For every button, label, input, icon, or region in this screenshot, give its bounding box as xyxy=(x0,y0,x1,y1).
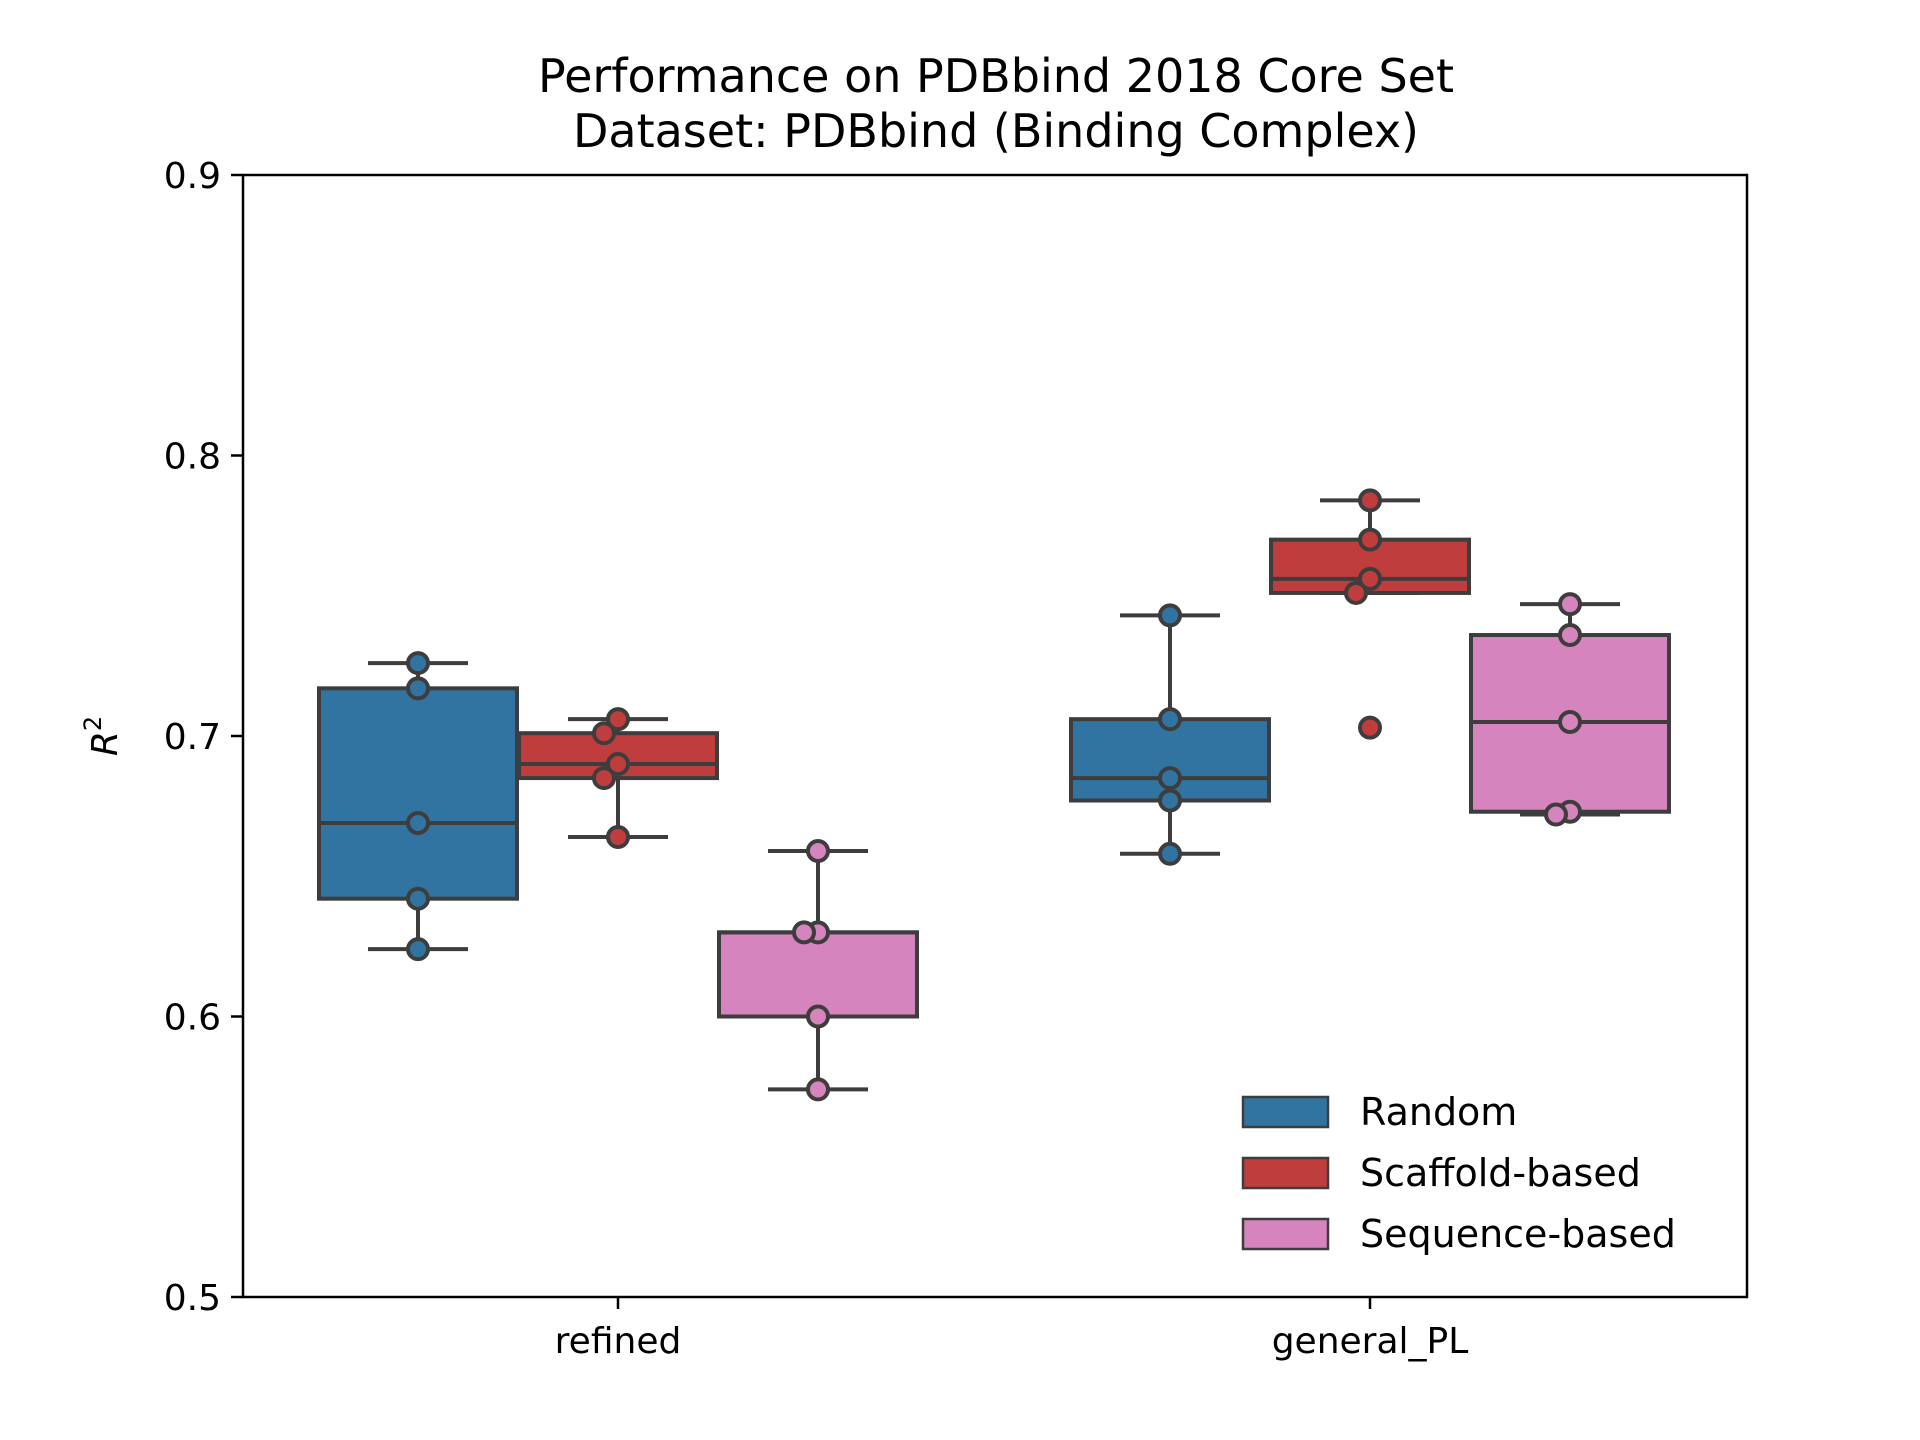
y-axis-label-base: R xyxy=(85,731,126,756)
box-scaffold-based-refined xyxy=(517,707,719,849)
data-point xyxy=(1158,766,1182,791)
data-point xyxy=(806,1077,830,1102)
y-axis-label-superscript: 2 xyxy=(79,716,107,731)
data-point xyxy=(1158,603,1182,628)
box-sequence-based-general_pl xyxy=(1469,592,1671,827)
data-point xyxy=(1358,488,1382,513)
box-sequence-based-refined xyxy=(717,839,919,1102)
legend-label: Scaffold-based xyxy=(1360,1151,1641,1195)
y-axis-label: R2 xyxy=(79,716,126,756)
data-point xyxy=(792,920,816,945)
data-point xyxy=(606,707,630,732)
x-tick-label: refined xyxy=(555,1321,682,1362)
y-tick-label: 0.6 xyxy=(164,998,221,1039)
legend-label: Random xyxy=(1360,1090,1517,1134)
y-tick-label: 0.5 xyxy=(164,1278,221,1319)
legend-swatch xyxy=(1241,1095,1330,1129)
y-tick-label: 0.9 xyxy=(164,156,221,197)
data-point xyxy=(592,766,616,791)
plot-area xyxy=(317,488,1671,1102)
data-point xyxy=(606,824,630,849)
data-point xyxy=(1158,707,1182,732)
data-point xyxy=(1558,709,1582,734)
data-point xyxy=(1358,566,1382,591)
data-point xyxy=(1544,802,1568,827)
box-scaffold-based-general_pl xyxy=(1269,488,1471,740)
data-point xyxy=(1558,592,1582,617)
y-axis: 0.5 0.6 0.7 0.8 0.9 xyxy=(164,156,243,1319)
x-axis: refined general_PL xyxy=(555,1297,1469,1362)
data-point xyxy=(606,752,630,777)
data-point xyxy=(406,810,430,835)
data-point xyxy=(406,651,430,676)
iqr-box xyxy=(317,686,519,901)
legend: Random Scaffold-based Sequence-based xyxy=(1241,1090,1676,1256)
legend-label: Sequence-based xyxy=(1360,1212,1676,1256)
data-point xyxy=(806,1004,830,1029)
data-point xyxy=(406,937,430,962)
data-point xyxy=(1158,841,1182,866)
data-point xyxy=(806,839,830,864)
data-point xyxy=(406,676,430,701)
data-point xyxy=(592,721,616,746)
data-point xyxy=(1358,715,1382,740)
iqr-box xyxy=(717,930,919,1019)
legend-swatch xyxy=(1241,1217,1330,1251)
y-tick-label: 0.8 xyxy=(164,437,221,478)
legend-swatch xyxy=(1241,1156,1330,1190)
box-random-general_pl xyxy=(1069,603,1271,866)
x-tick-label: general_PL xyxy=(1272,1321,1469,1362)
data-point xyxy=(406,886,430,911)
box-random-refined xyxy=(317,651,519,962)
chart-subtitle: Dataset: PDBbind (Binding Complex) xyxy=(573,104,1419,158)
data-point xyxy=(1344,580,1368,605)
data-point xyxy=(1558,623,1582,648)
y-tick-label: 0.7 xyxy=(164,717,221,758)
data-point xyxy=(1358,527,1382,552)
chart-title: Performance on PDBbind 2018 Core Set xyxy=(538,49,1454,103)
data-point xyxy=(1158,788,1182,813)
